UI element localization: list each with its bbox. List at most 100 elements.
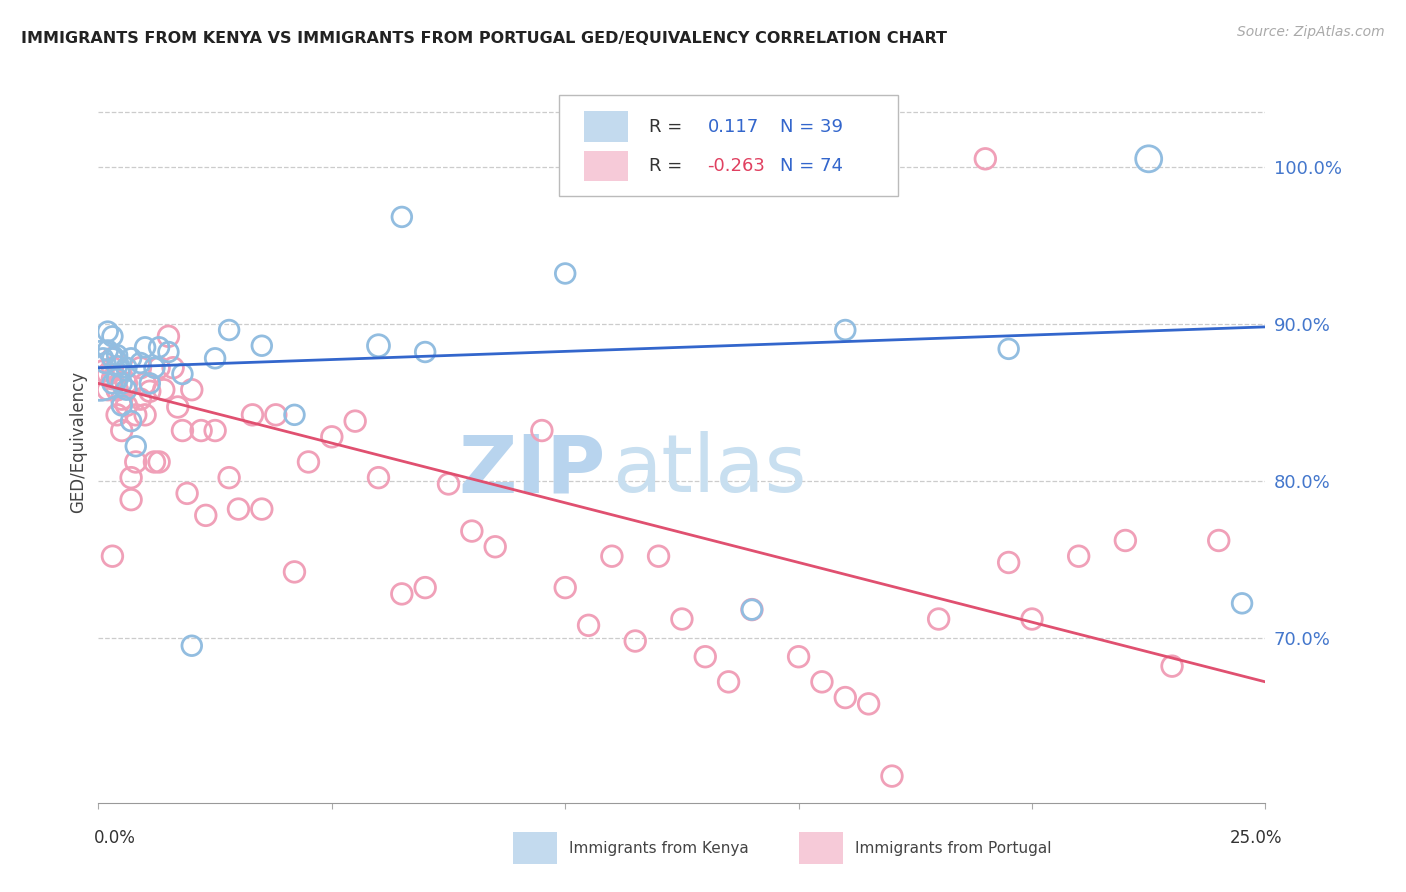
Point <box>148 360 170 375</box>
Point <box>157 345 180 359</box>
Point <box>413 345 436 359</box>
Text: R =: R = <box>650 118 688 136</box>
Point <box>139 376 162 391</box>
Point <box>162 360 184 375</box>
Point <box>105 359 128 373</box>
Point <box>554 267 576 281</box>
Point <box>391 587 413 601</box>
Point <box>105 383 128 397</box>
Text: Source: ZipAtlas.com: Source: ZipAtlas.com <box>1237 25 1385 39</box>
Point <box>391 210 413 224</box>
Text: N = 39: N = 39 <box>780 118 844 136</box>
Point <box>143 360 166 375</box>
Point <box>148 340 170 354</box>
Point <box>1230 596 1253 610</box>
Text: 0.0%: 0.0% <box>94 829 136 847</box>
Point <box>228 502 250 516</box>
Point <box>624 634 647 648</box>
Point <box>413 581 436 595</box>
Point <box>129 360 152 375</box>
Bar <box>583 151 628 181</box>
Point <box>928 612 950 626</box>
Point <box>834 690 856 705</box>
Point <box>250 502 273 516</box>
Point <box>344 414 367 428</box>
Point <box>101 360 124 375</box>
Point <box>120 414 142 428</box>
Point <box>834 323 856 337</box>
Text: atlas: atlas <box>612 432 806 509</box>
Point <box>115 383 138 397</box>
Point <box>120 351 142 366</box>
Point <box>166 400 188 414</box>
Point <box>97 383 120 397</box>
Point <box>194 508 217 523</box>
Point <box>134 340 156 354</box>
Point <box>111 424 134 438</box>
Point <box>152 383 174 397</box>
Point <box>997 556 1019 570</box>
Point <box>148 455 170 469</box>
Point <box>134 408 156 422</box>
Point <box>143 455 166 469</box>
Point <box>695 649 717 664</box>
Point <box>172 367 194 381</box>
Point <box>530 424 553 438</box>
Text: 25.0%: 25.0% <box>1229 829 1282 847</box>
Y-axis label: GED/Equivalency: GED/Equivalency <box>69 370 87 513</box>
Point <box>1161 659 1184 673</box>
Point <box>176 486 198 500</box>
Point <box>125 439 148 453</box>
Point <box>180 639 202 653</box>
Point <box>600 549 623 564</box>
Text: Immigrants from Kenya: Immigrants from Kenya <box>568 841 748 855</box>
FancyBboxPatch shape <box>560 95 898 196</box>
Point <box>554 581 576 595</box>
Point <box>120 471 142 485</box>
Point <box>297 455 319 469</box>
Point <box>101 549 124 564</box>
Point <box>101 351 124 366</box>
Bar <box>583 112 628 142</box>
Point <box>101 372 124 386</box>
Point <box>105 372 128 386</box>
Point <box>89 364 111 378</box>
Point <box>283 408 305 422</box>
Point <box>134 376 156 391</box>
Point <box>647 549 669 564</box>
Text: Immigrants from Portugal: Immigrants from Portugal <box>855 841 1052 855</box>
Point <box>204 424 226 438</box>
Point <box>218 323 240 337</box>
Point <box>811 674 834 689</box>
Point <box>125 455 148 469</box>
Bar <box>799 831 844 864</box>
Text: R =: R = <box>650 157 688 175</box>
Point <box>91 364 114 378</box>
Point <box>484 540 506 554</box>
Point <box>858 697 880 711</box>
Point <box>367 339 389 353</box>
Point <box>101 351 124 366</box>
Point <box>218 471 240 485</box>
Point <box>264 408 287 422</box>
Point <box>97 367 120 381</box>
Point <box>880 769 903 783</box>
Point <box>101 329 124 343</box>
Point <box>242 408 264 422</box>
Point <box>1114 533 1136 548</box>
Point <box>105 408 128 422</box>
Point <box>129 392 152 406</box>
Point <box>367 471 389 485</box>
Point <box>1137 152 1160 166</box>
Point <box>578 618 600 632</box>
Point <box>1208 533 1230 548</box>
Point <box>97 343 120 358</box>
Point <box>437 477 460 491</box>
Point <box>120 492 142 507</box>
Point <box>204 351 226 366</box>
Text: ZIP: ZIP <box>458 432 606 509</box>
Point <box>157 329 180 343</box>
Point <box>129 356 152 370</box>
Point <box>461 524 484 538</box>
Point <box>1067 549 1090 564</box>
